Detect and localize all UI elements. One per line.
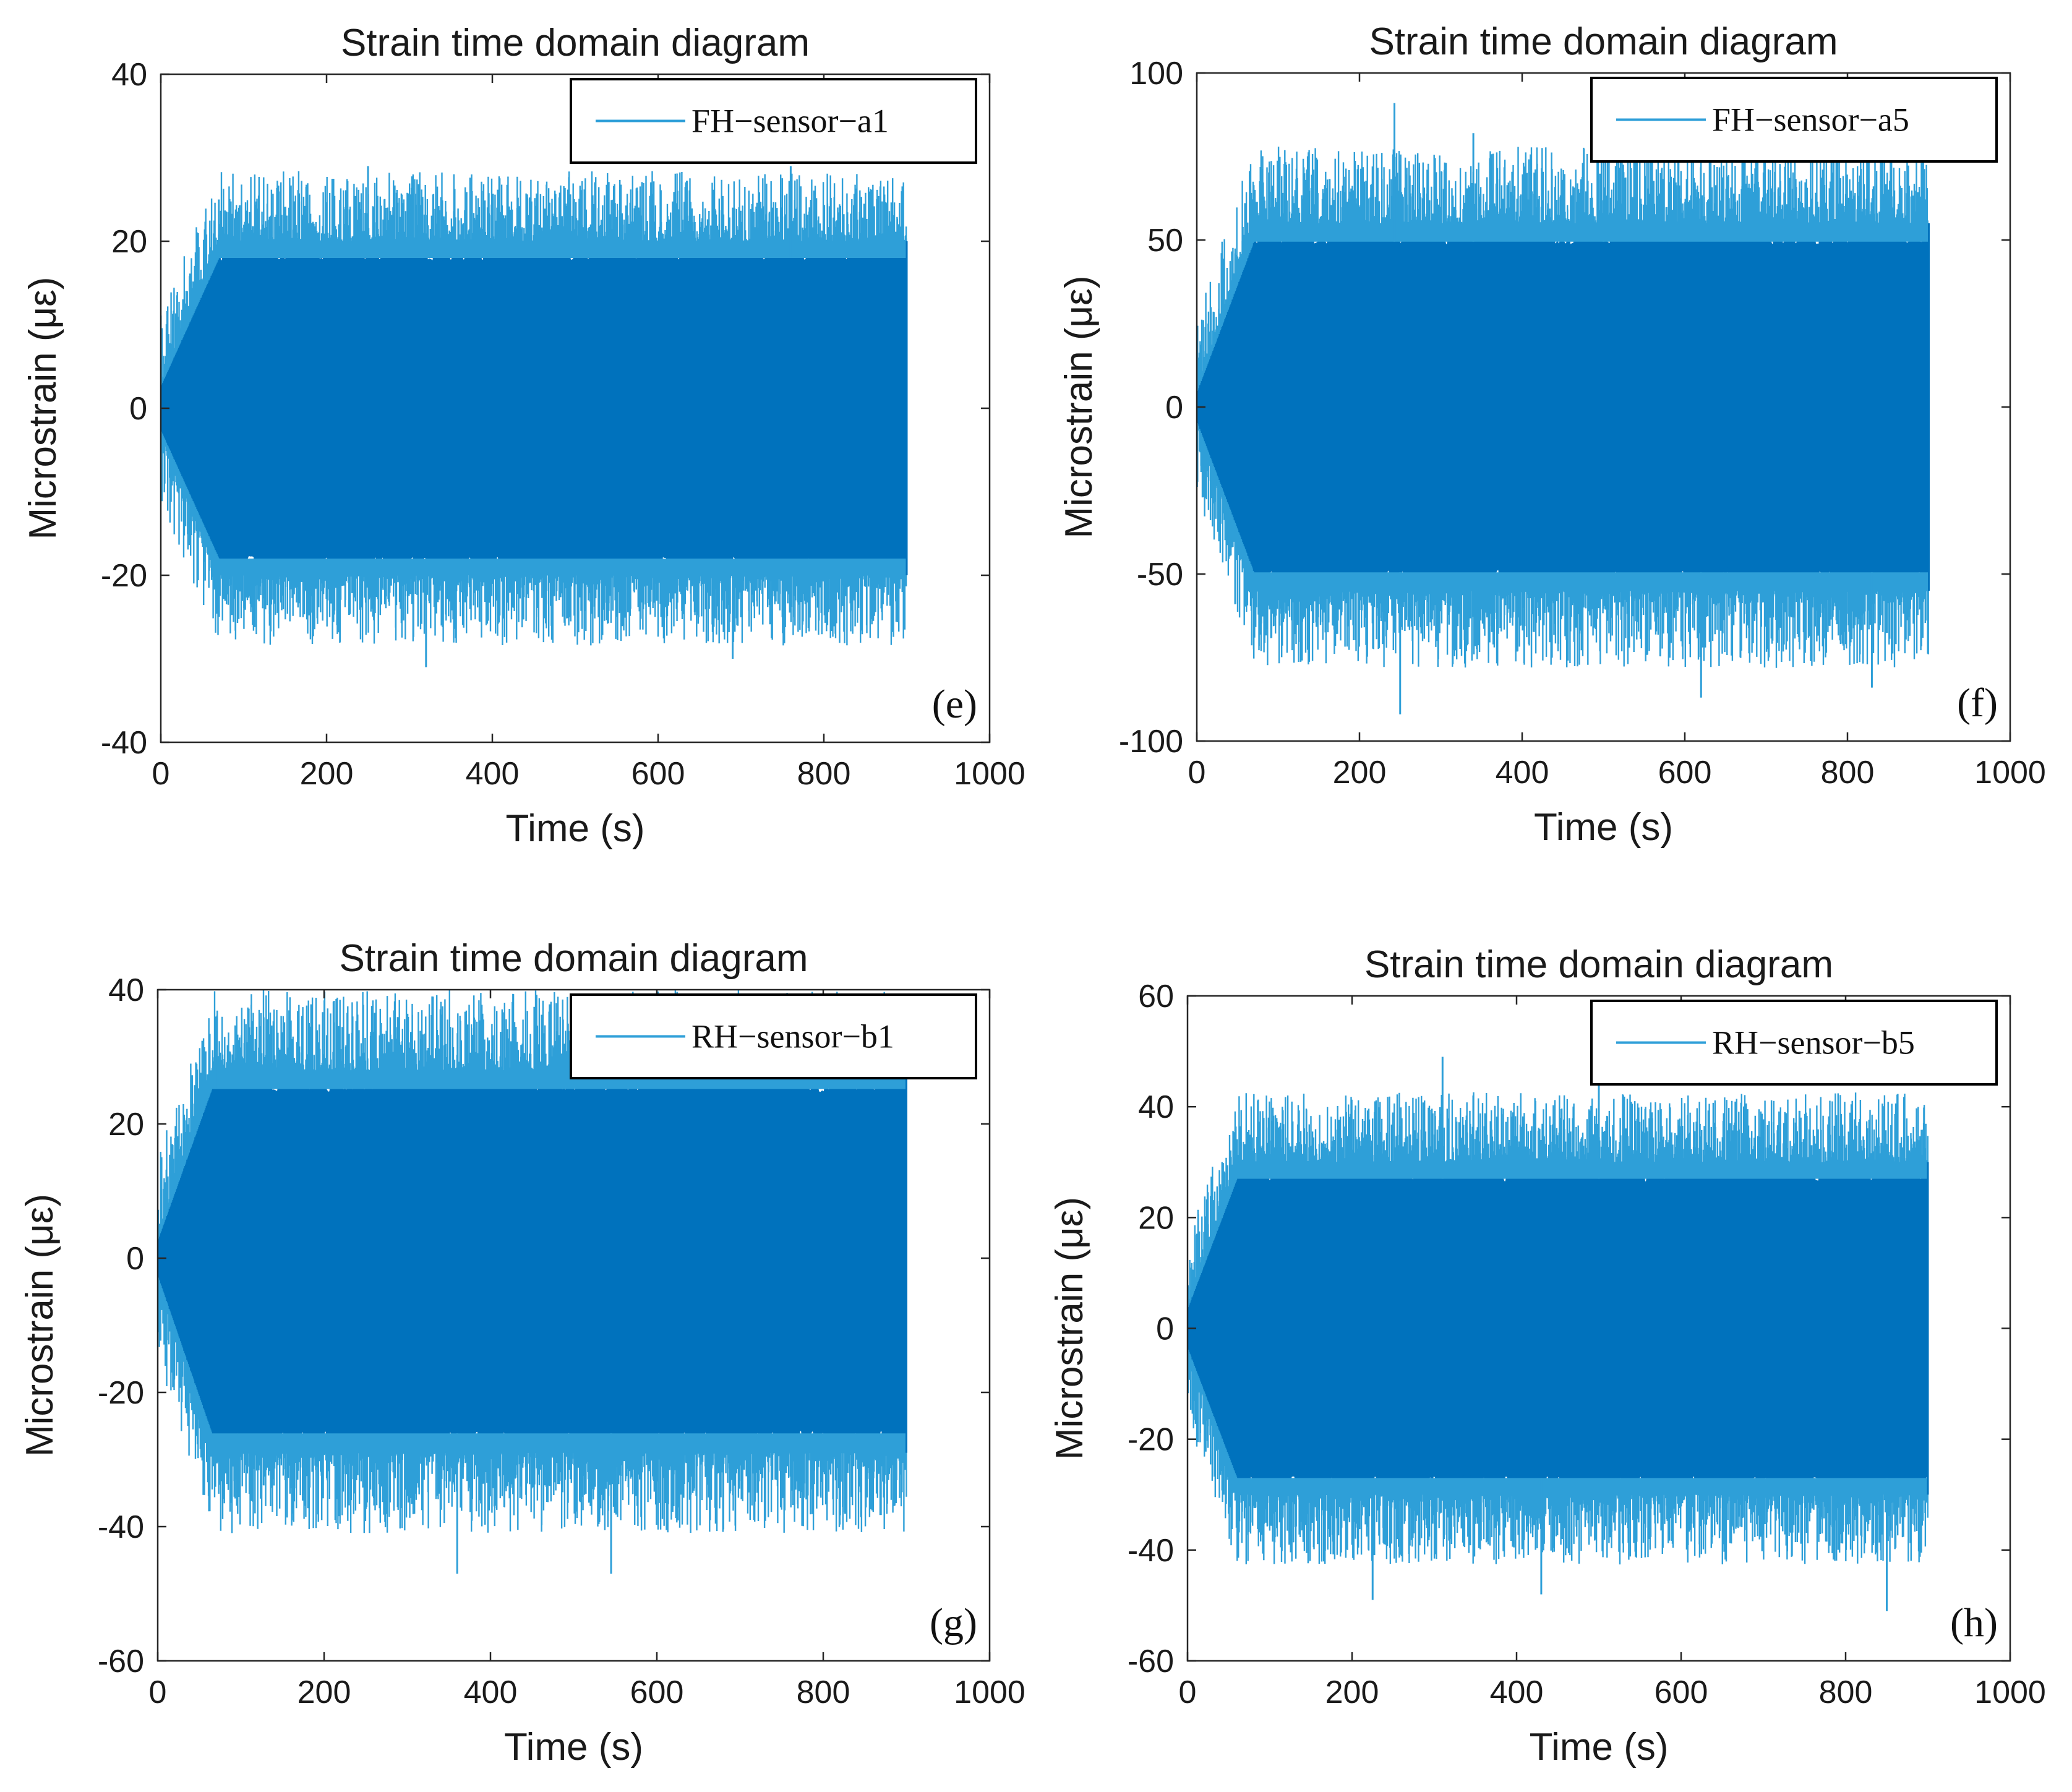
legend: RH−sensor−b5 bbox=[1590, 1000, 1998, 1086]
y-tick-label: -50 bbox=[1137, 557, 1183, 593]
x-tick-label: 600 bbox=[631, 756, 685, 792]
y-tick-label: 40 bbox=[111, 57, 147, 93]
signal-body bbox=[160, 239, 907, 578]
y-tick-label: 60 bbox=[1138, 979, 1174, 1014]
x-axis-label: Time (s) bbox=[504, 1726, 643, 1768]
y-tick-label: -60 bbox=[1128, 1644, 1174, 1679]
x-tick-label: 800 bbox=[797, 1674, 850, 1710]
legend-label: FH−sensor−a1 bbox=[691, 103, 889, 140]
y-tick-label: -40 bbox=[101, 725, 147, 761]
x-tick-label: 200 bbox=[300, 756, 354, 792]
y-axis-label: Microstrain (με) bbox=[1048, 1197, 1091, 1460]
x-tick-label: 1000 bbox=[1974, 755, 2046, 791]
panel-g: 0 200 400 600 800 1000 -60 -40 -20 0 20 40 Strain ti… bbox=[19, 937, 1025, 1768]
y-tick-label: 20 bbox=[111, 224, 147, 260]
y-tick-label: 100 bbox=[1129, 56, 1183, 92]
y-tick-label: 40 bbox=[108, 972, 144, 1008]
y-tick-label: -40 bbox=[1128, 1533, 1174, 1569]
y-tick-label: -20 bbox=[1128, 1422, 1174, 1458]
x-tick-label: 400 bbox=[466, 756, 520, 792]
chart-title: Strain time domain diagram bbox=[1364, 943, 1833, 986]
x-tick-label: 800 bbox=[1819, 1674, 1873, 1710]
x-tick-label: 1000 bbox=[954, 756, 1025, 792]
y-tick-label: -20 bbox=[101, 558, 147, 594]
y-axis-label: Microstrain (με) bbox=[22, 277, 64, 539]
x-tick-label: 600 bbox=[1658, 755, 1712, 791]
panel-tag: (h) bbox=[1950, 1600, 1998, 1645]
x-tick-label: 400 bbox=[1496, 755, 1549, 791]
chart-title: Strain time domain diagram bbox=[1369, 20, 1838, 63]
x-tick-label: 0 bbox=[152, 756, 170, 792]
x-tick-label: 200 bbox=[1325, 1674, 1379, 1710]
y-tick-label: 50 bbox=[1147, 223, 1183, 259]
signal-body bbox=[157, 1068, 907, 1455]
x-tick-label: 600 bbox=[1655, 1674, 1708, 1710]
y-axis-label: Microstrain (με) bbox=[19, 1194, 61, 1457]
x-tick-label: 400 bbox=[464, 1674, 518, 1710]
x-axis-label: Time (s) bbox=[506, 807, 645, 850]
x-axis-label: Time (s) bbox=[1530, 1726, 1669, 1768]
legend-label: FH−sensor−a5 bbox=[1712, 101, 1909, 139]
x-tick-label: 0 bbox=[149, 1674, 167, 1710]
y-tick-label: 0 bbox=[1156, 1311, 1174, 1347]
y-tick-label: -40 bbox=[98, 1509, 144, 1545]
x-axis-label: Time (s) bbox=[1534, 806, 1673, 849]
signal-body bbox=[1187, 1160, 1929, 1497]
y-tick-label: 20 bbox=[1138, 1200, 1174, 1236]
chart-title: Strain time domain diagram bbox=[339, 937, 808, 980]
series-f bbox=[1196, 103, 1930, 714]
panel-f: 0 200 400 600 800 1000 -100 -50 0 50 100 Strain tim… bbox=[1058, 20, 2046, 849]
y-tick-label: -60 bbox=[98, 1644, 144, 1679]
signal-body bbox=[1196, 222, 1930, 593]
legend: RH−sensor−b1 bbox=[570, 993, 977, 1079]
y-tick-label: 20 bbox=[108, 1107, 144, 1143]
x-tick-label: 0 bbox=[1188, 755, 1206, 791]
x-tick-label: 1000 bbox=[954, 1674, 1025, 1710]
x-tick-label: 200 bbox=[298, 1674, 351, 1710]
panel-tag: (e) bbox=[932, 682, 977, 727]
x-tick-label: 1000 bbox=[1974, 1674, 2046, 1710]
x-tick-label: 0 bbox=[1179, 1674, 1197, 1710]
x-tick-label: 200 bbox=[1333, 755, 1387, 791]
y-tick-label: -100 bbox=[1119, 724, 1183, 760]
panel-tag: (f) bbox=[1957, 680, 1998, 726]
series-h bbox=[1187, 1057, 1929, 1611]
axes-frame bbox=[156, 988, 991, 1662]
y-axis-label: Microstrain (με) bbox=[1058, 275, 1100, 538]
legend-label: RH−sensor−b1 bbox=[691, 1018, 894, 1055]
x-tick-label: 400 bbox=[1490, 1674, 1544, 1710]
x-tick-label: 800 bbox=[797, 756, 851, 792]
series-e bbox=[160, 166, 908, 667]
y-tick-label: -20 bbox=[98, 1375, 144, 1411]
x-tick-label: 800 bbox=[1821, 755, 1875, 791]
panel-h: 0 200 400 600 800 1000 -60 -40 -20 0 20 40 60 Strain … bbox=[1048, 943, 2046, 1768]
x-tick-label: 600 bbox=[630, 1674, 684, 1710]
legend: FH−sensor−a1 bbox=[570, 78, 977, 164]
panel-e: 0 200 400 600 800 1000 -40 -20 0 20 40 Strain time … bbox=[22, 22, 1025, 850]
y-tick-label: 0 bbox=[1165, 390, 1183, 426]
y-tick-label: 40 bbox=[1138, 1089, 1174, 1125]
chart-title: Strain time domain diagram bbox=[341, 22, 810, 64]
y-tick-label: 0 bbox=[129, 391, 147, 427]
legend: FH−sensor−a5 bbox=[1590, 77, 1998, 163]
panel-tag: (g) bbox=[930, 1600, 977, 1645]
legend-label: RH−sensor−b5 bbox=[1712, 1024, 1915, 1061]
y-tick-label: 0 bbox=[126, 1241, 144, 1277]
